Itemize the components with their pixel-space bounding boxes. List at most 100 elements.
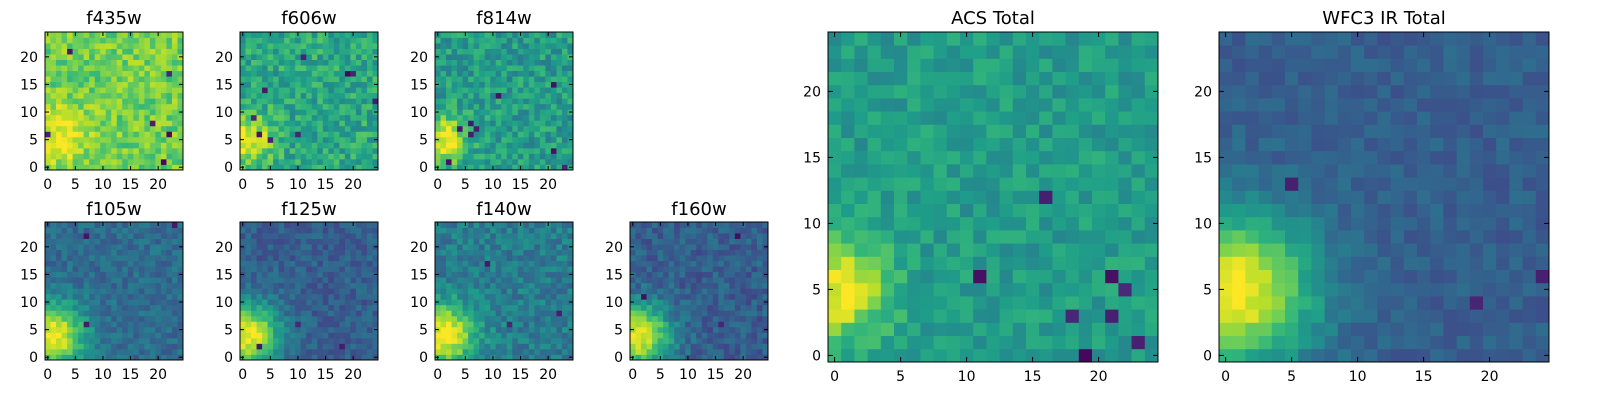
heatmap-cell [56, 103, 62, 110]
heatmap-cell [490, 109, 497, 116]
heatmap-cell [668, 332, 675, 339]
heatmap-cell [138, 114, 145, 121]
heatmap-cell [751, 321, 758, 328]
heatmap-cell [756, 282, 763, 289]
heatmap-cell [707, 315, 714, 322]
heatmap-cell [446, 87, 452, 94]
heatmap-cell [451, 65, 458, 72]
heatmap-cell [344, 131, 351, 138]
heatmap-cell [311, 332, 318, 339]
heatmap-cell [262, 227, 268, 234]
heatmap-cell [960, 216, 974, 231]
heatmap-cell [685, 266, 692, 273]
heatmap-cell [652, 238, 658, 245]
heatmap-cell [366, 59, 373, 66]
heatmap-cell [350, 70, 357, 77]
heatmap-cell [240, 343, 246, 350]
heatmap-cell [322, 233, 329, 239]
heatmap-cell [144, 65, 151, 72]
heatmap-cell [550, 337, 557, 344]
heatmap-cell [495, 288, 502, 295]
heatmap-cell [473, 48, 480, 55]
heatmap-cell [256, 321, 263, 328]
heatmap-cell [245, 299, 252, 306]
heatmap-cell [1078, 177, 1093, 191]
x-tick-label: 10 [289, 367, 307, 383]
heatmap-cell [440, 354, 447, 361]
heatmap-cell [267, 103, 274, 110]
heatmap-cell [723, 293, 730, 300]
heatmap-cell [451, 43, 458, 49]
heatmap-cell [462, 109, 469, 116]
heatmap-cell [880, 203, 895, 218]
heatmap-cell [446, 92, 452, 99]
heatmap-cell [284, 98, 291, 105]
heatmap-cell [854, 216, 868, 231]
heatmap-cell [295, 37, 302, 44]
heatmap-cell [240, 98, 246, 105]
heatmap-cell [278, 153, 285, 160]
heatmap-cell [734, 222, 741, 228]
heatmap-cell [1012, 177, 1027, 191]
heatmap-cell [685, 271, 692, 278]
heatmap-cell [1078, 256, 1093, 270]
heatmap-cell [149, 293, 156, 300]
heatmap-cell [528, 337, 535, 344]
heatmap-cell [740, 348, 747, 355]
heatmap-cell [122, 332, 129, 339]
heatmap-cell [451, 227, 458, 234]
heatmap-cell [166, 147, 173, 154]
heatmap-cell [94, 337, 101, 344]
heatmap-cell [880, 243, 895, 257]
heatmap-cell [144, 142, 151, 149]
heatmap-cell [729, 238, 736, 245]
heatmap-cell [740, 310, 747, 317]
heatmap-cell [127, 109, 134, 116]
heatmap-cell [479, 238, 486, 245]
heatmap-cell [468, 337, 475, 344]
heatmap-cell [561, 48, 568, 55]
heatmap-cell [289, 37, 296, 44]
heatmap-cell [344, 326, 351, 333]
heatmap-cell [322, 109, 329, 116]
heatmap-cell [440, 153, 447, 160]
heatmap-cell [484, 48, 491, 55]
heatmap-cell [690, 249, 697, 256]
heatmap-cell [1105, 177, 1119, 191]
heatmap-cell [105, 70, 112, 77]
heatmap-cell [1118, 216, 1132, 231]
heatmap-cell [556, 249, 563, 256]
heatmap-cell [289, 321, 296, 328]
heatmap-cell [468, 266, 475, 273]
heatmap-cell [160, 238, 167, 245]
heatmap-cell [311, 277, 318, 284]
y-tick-label: 20 [605, 240, 623, 256]
heatmap-cell [105, 120, 112, 127]
heatmap-cell [468, 158, 475, 165]
heatmap-cell [986, 348, 1000, 363]
heatmap-cell [67, 114, 73, 121]
heatmap-cell [685, 310, 692, 317]
heatmap-cell [690, 238, 697, 245]
heatmap-cell [517, 233, 524, 239]
heatmap-cell [251, 92, 257, 99]
heatmap-cell [94, 43, 101, 49]
heatmap-cell [740, 255, 747, 262]
heatmap-cell [256, 337, 263, 344]
heatmap-cell [457, 164, 463, 171]
heatmap-cell [679, 348, 686, 355]
heatmap-cell [490, 70, 497, 77]
heatmap-cell [756, 315, 763, 322]
heatmap-cell [322, 227, 329, 234]
heatmap-cell [78, 255, 85, 262]
heatmap-cell [171, 227, 178, 234]
heatmap-cell [479, 153, 486, 160]
x-tick-label: 15 [317, 367, 335, 383]
heatmap-cell [133, 92, 140, 99]
heatmap-cell [446, 131, 452, 138]
heatmap-cell [696, 293, 703, 300]
heatmap-cell [56, 81, 62, 88]
heatmap-cell [550, 266, 557, 273]
heatmap-cell [696, 354, 703, 361]
heatmap-cell [567, 76, 574, 83]
